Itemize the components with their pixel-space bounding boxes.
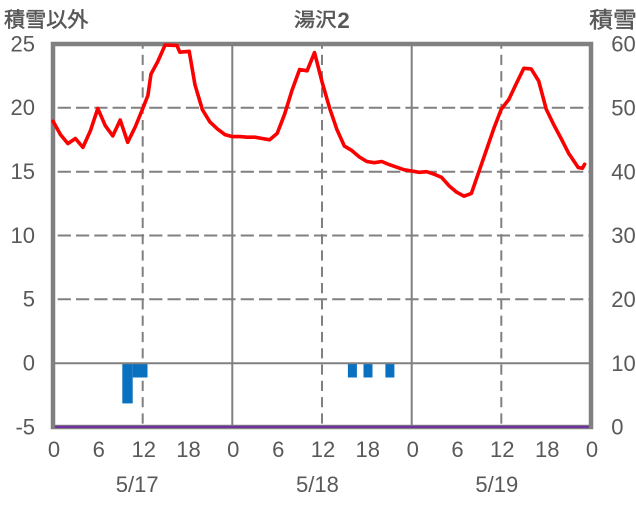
- svg-text:10: 10: [11, 223, 35, 248]
- svg-text:5/17: 5/17: [116, 472, 159, 497]
- svg-text:12: 12: [311, 437, 335, 462]
- svg-text:5: 5: [23, 287, 35, 312]
- svg-text:0: 0: [611, 415, 623, 440]
- svg-text:50: 50: [611, 96, 635, 121]
- svg-text:20: 20: [611, 287, 635, 312]
- svg-text:10: 10: [611, 351, 635, 376]
- svg-text:5/19: 5/19: [475, 472, 518, 497]
- svg-text:60: 60: [611, 32, 635, 57]
- svg-text:0: 0: [586, 437, 598, 462]
- svg-text:20: 20: [11, 95, 35, 120]
- svg-text:0: 0: [407, 437, 419, 462]
- svg-text:2: 2: [337, 8, 350, 33]
- svg-text:12: 12: [131, 437, 155, 462]
- svg-text:5/18: 5/18: [296, 472, 339, 497]
- svg-text:-5: -5: [15, 414, 35, 439]
- svg-text:18: 18: [535, 437, 559, 462]
- svg-text:18: 18: [356, 437, 380, 462]
- svg-text:12: 12: [490, 437, 514, 462]
- svg-text:40: 40: [611, 159, 635, 184]
- svg-text:0: 0: [48, 437, 60, 462]
- svg-text:25: 25: [11, 31, 35, 56]
- svg-text:6: 6: [272, 437, 284, 462]
- svg-text:0: 0: [23, 351, 35, 376]
- svg-text:15: 15: [11, 159, 35, 184]
- svg-text:18: 18: [176, 437, 200, 462]
- svg-text:0: 0: [227, 437, 239, 462]
- svg-text:6: 6: [93, 437, 105, 462]
- svg-text:6: 6: [451, 437, 463, 462]
- svg-text:30: 30: [611, 223, 635, 248]
